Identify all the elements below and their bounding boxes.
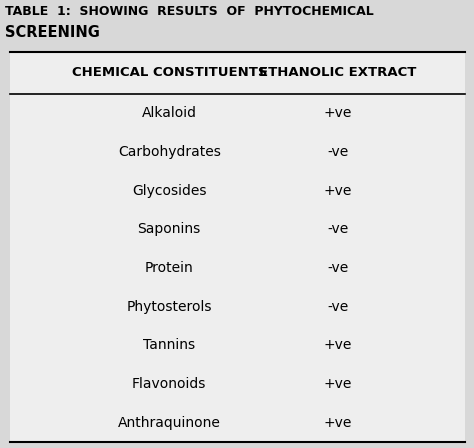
Text: CHEMICAL CONSTITUENTS: CHEMICAL CONSTITUENTS (72, 66, 267, 79)
Text: Protein: Protein (145, 261, 193, 275)
Text: -ve: -ve (327, 261, 348, 275)
Text: +ve: +ve (323, 184, 352, 198)
Text: TABLE  1:  SHOWING  RESULTS  OF  PHYTOCHEMICAL: TABLE 1: SHOWING RESULTS OF PHYTOCHEMICA… (5, 5, 374, 18)
Text: Glycosides: Glycosides (132, 184, 207, 198)
Text: +ve: +ve (323, 106, 352, 121)
Text: Phytosterols: Phytosterols (127, 300, 212, 314)
Text: Carbohydrates: Carbohydrates (118, 145, 221, 159)
Text: Flavonoids: Flavonoids (132, 377, 207, 391)
Text: -ve: -ve (327, 222, 348, 237)
Text: +ve: +ve (323, 416, 352, 430)
Text: Anthraquinone: Anthraquinone (118, 416, 221, 430)
Text: +ve: +ve (323, 338, 352, 352)
Text: Tannins: Tannins (143, 338, 195, 352)
FancyBboxPatch shape (10, 52, 465, 442)
Text: ETHANOLIC EXTRACT: ETHANOLIC EXTRACT (259, 66, 416, 79)
Text: -ve: -ve (327, 300, 348, 314)
Text: -ve: -ve (327, 145, 348, 159)
Text: +ve: +ve (323, 377, 352, 391)
Text: SCREENING: SCREENING (5, 25, 100, 40)
Text: Saponins: Saponins (137, 222, 201, 237)
Text: Alkaloid: Alkaloid (142, 106, 197, 121)
